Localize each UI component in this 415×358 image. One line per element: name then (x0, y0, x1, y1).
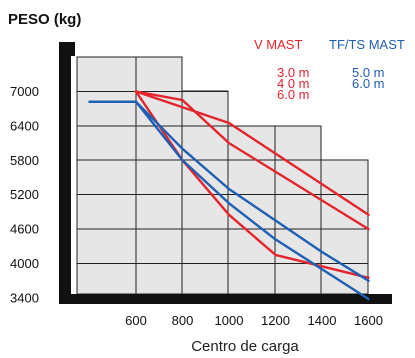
grid-blocks (76, 56, 369, 295)
legend-item-tf-ts-mast-1: 5.0 m (352, 65, 385, 80)
y-tick-label-5800: 5800 (10, 153, 39, 168)
legend-item-v-mast-3: 6.0 m (277, 87, 310, 102)
labels: PESO (kg) Centro de carga 3400 4000 4600 52… (8, 11, 383, 355)
x-tick-label-1200: 1200 (261, 313, 290, 328)
y-tick-label-4000: 4000 (10, 256, 39, 271)
y-tick-label-5200: 5200 (10, 187, 39, 202)
axes-frame (59, 42, 392, 304)
v-mast-line-1 (134, 90, 370, 217)
legend-heading-v-mast: V MAST (254, 37, 302, 52)
y-axis-title: PESO (kg) (8, 11, 81, 28)
x-tick-label-1400: 1400 (308, 313, 337, 328)
legend-item-tf-ts-mast-2: 6.0 m (352, 76, 385, 91)
x-axis-bar (59, 294, 392, 304)
legend-item-v-mast-2: 4 0 m (277, 76, 310, 91)
x-tick-label-800: 800 (172, 313, 194, 328)
x-tick-label-1000: 1000 (215, 313, 244, 328)
tf-ts-mast-line-5 (88, 100, 370, 301)
legend-item-v-mast-1: 3.0 m (277, 65, 310, 80)
series-lines (88, 90, 370, 301)
x-tick-label-1600: 1600 (354, 313, 383, 328)
grid-block-3 (181, 90, 229, 295)
x-tick-label-600: 600 (125, 313, 147, 328)
x-axis-title: Centro de carga (191, 338, 299, 355)
y-axis-bar (59, 42, 75, 294)
v-mast-line-2 (134, 90, 370, 231)
y-tick-label-4600: 4600 (10, 222, 39, 237)
y-tick-label-6400: 6400 (10, 118, 39, 133)
grid-block-4 (227, 125, 276, 295)
y-tick-label-7000: 7000 (10, 84, 39, 99)
grid-block-1 (76, 56, 137, 295)
y-tick-label-3400: 3400 (10, 290, 39, 305)
v-mast-line-3 (134, 90, 370, 279)
legend-heading-tf-ts-mast: TF/TS MAST (329, 37, 405, 52)
grid-block-5 (274, 125, 322, 295)
